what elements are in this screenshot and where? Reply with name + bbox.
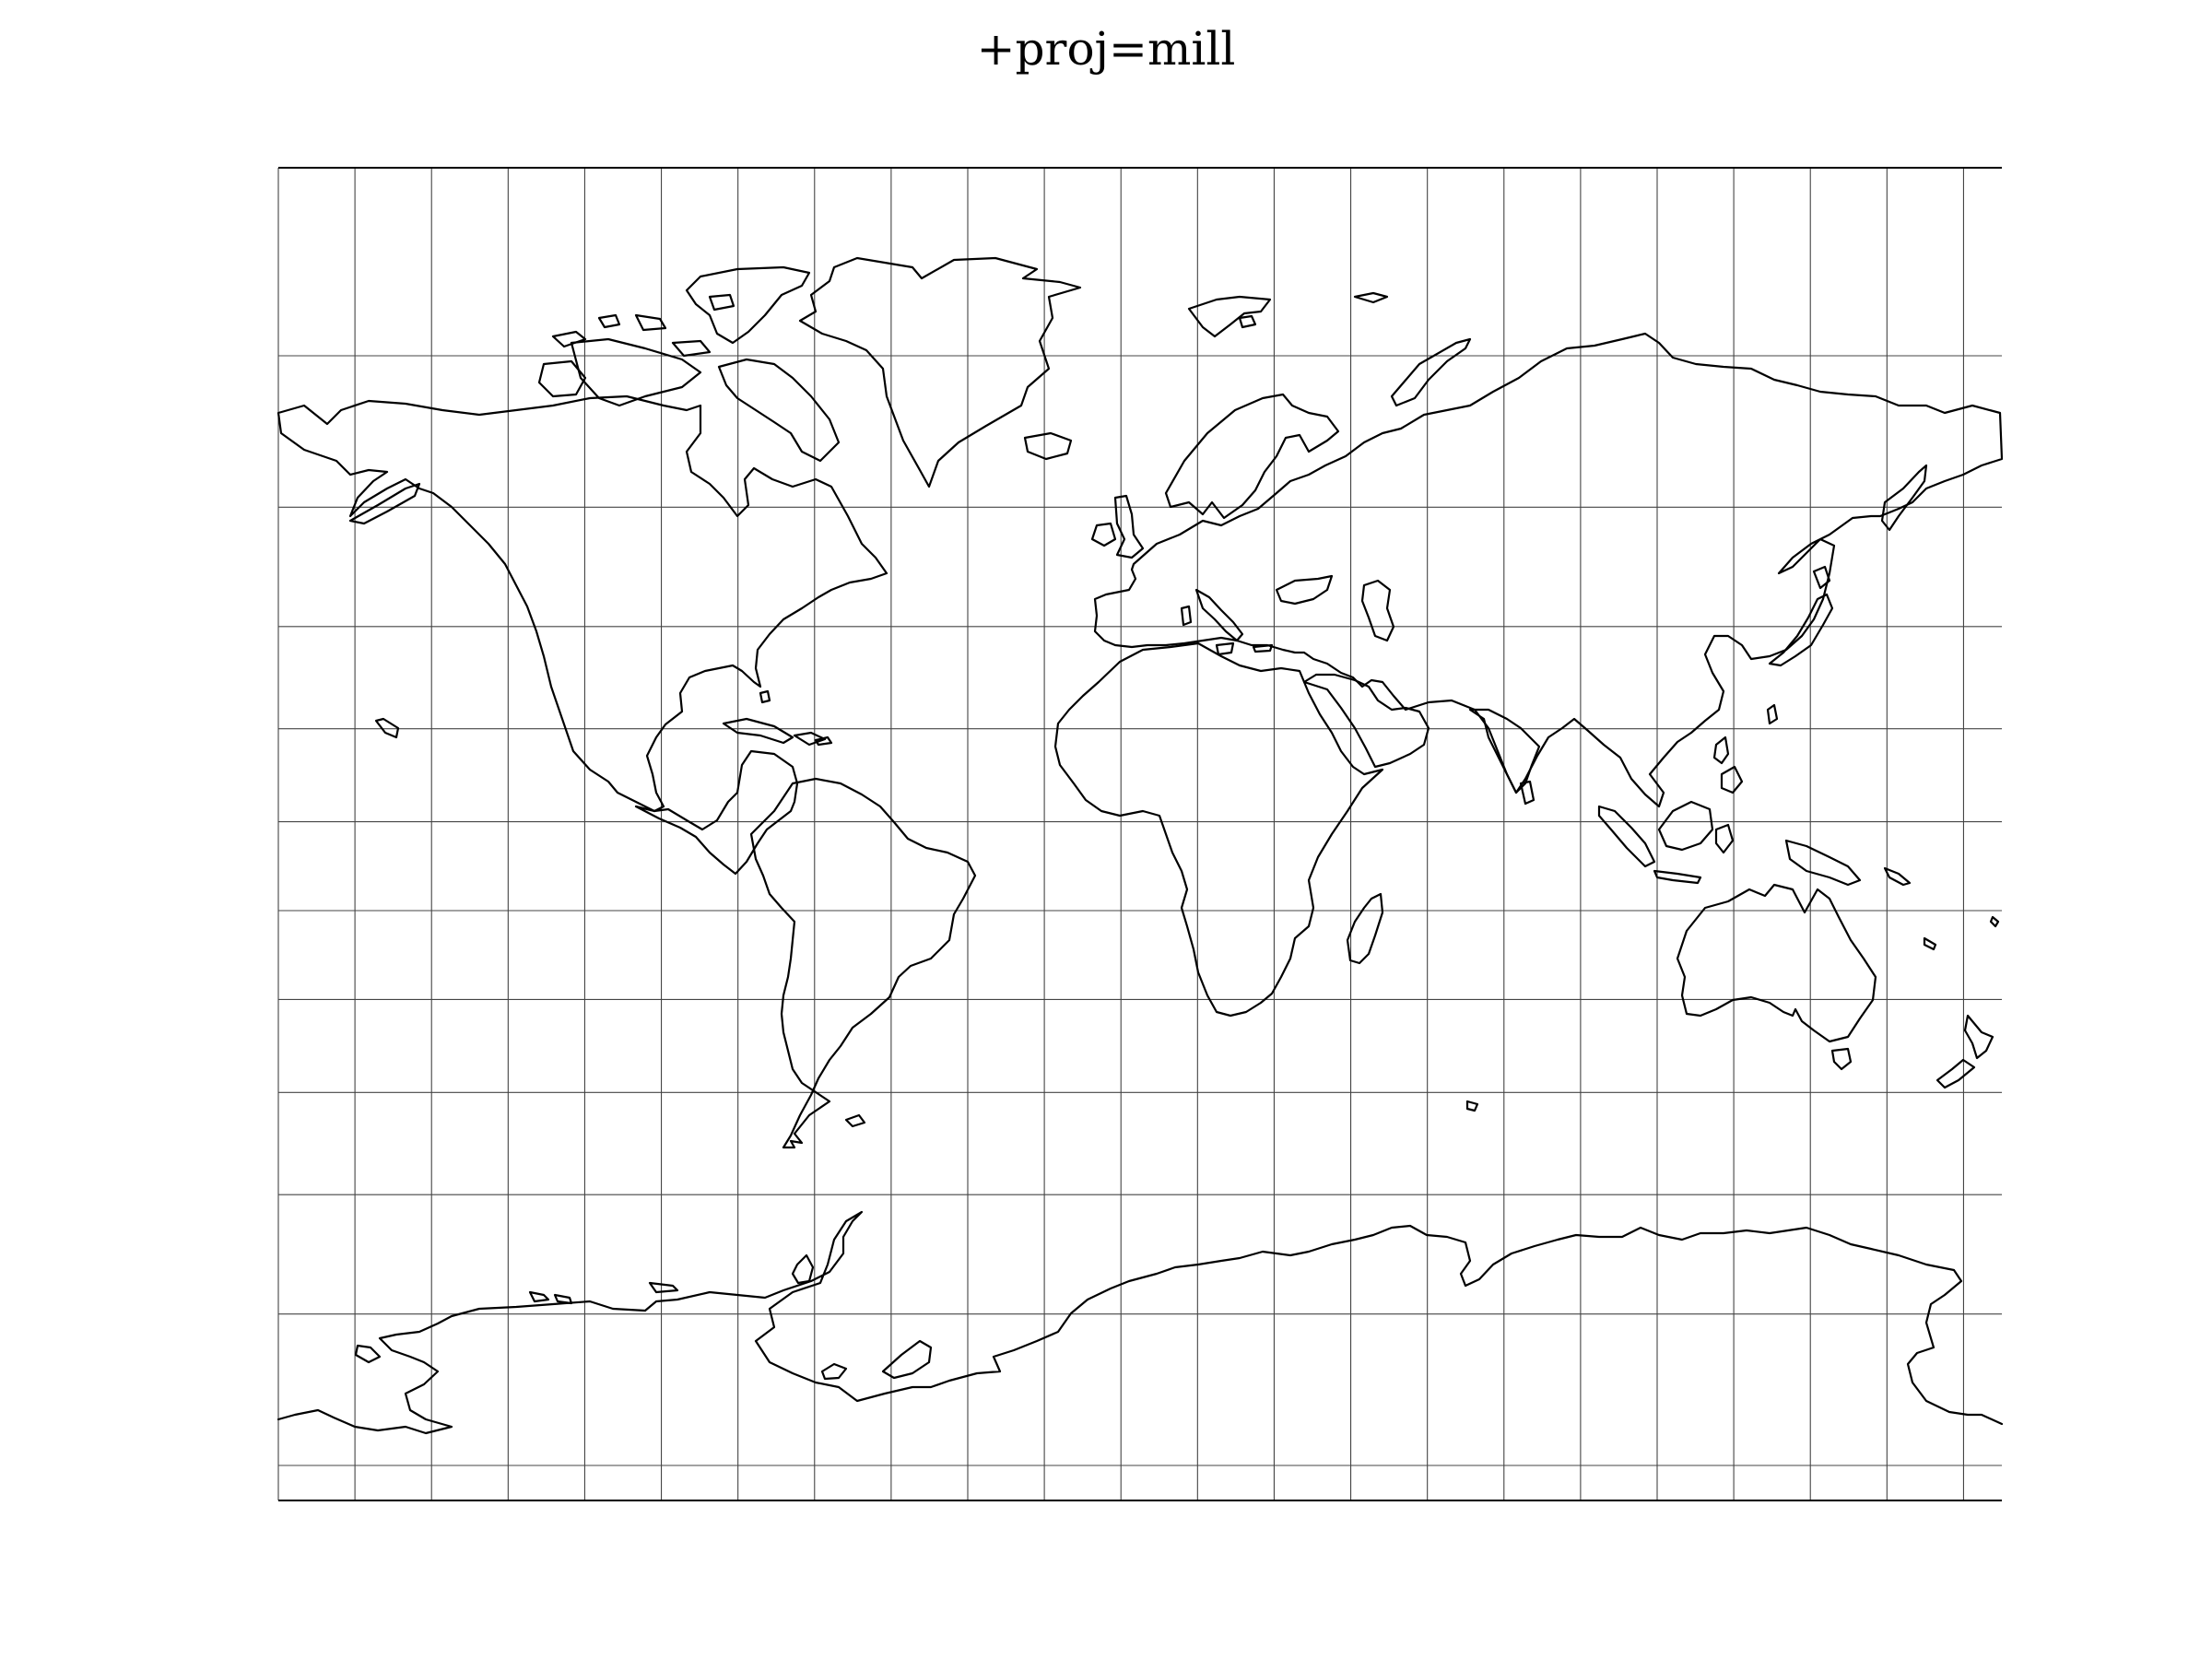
coastline-tasmania [1830,1047,1853,1071]
coastline-franz-josef-land [1353,291,1389,304]
coastline-arctic-islet-3 [671,339,712,358]
graticule-parallels [278,355,2002,1466]
coastline-fiji [1923,936,1937,951]
coastline-arctic-islet-4 [708,293,735,312]
coastline-philippines-luzon [1712,735,1730,765]
coastline-eurasia [1093,332,2004,808]
graticule-meridians [277,168,1964,1500]
coastline-svalbard-islet [1238,314,1257,329]
coastline-japan [1768,593,1834,667]
coastline-great-britain [1113,494,1145,559]
coastline-bahamas [759,689,771,704]
coastline-falklands [844,1113,866,1128]
coastline-banks-island [537,359,587,398]
coastline-ireland [1090,522,1117,547]
coastline-sulawesi [1714,823,1735,854]
coastline-antarctic-islet-1 [528,1290,550,1303]
coastline-cuba [722,717,794,745]
coastline-arabia [1302,673,1430,769]
coastline-victoria-island [570,337,702,407]
coastline-north-america [276,394,888,813]
coastline-antarctic-island-3 [820,1362,848,1381]
coastline-solomon-islands [1883,866,1912,887]
coastline-antarctic-islet-3 [648,1281,679,1294]
coastline-greenland [798,256,1082,488]
coastline-antarctica [276,1210,2004,1435]
coastline-svalbard [1187,295,1272,338]
coastline-ellesmere-island [685,265,811,345]
map-frame [278,167,2002,1501]
coastline-novaya-zemlya [1390,337,1472,407]
coastline-hawaii [374,717,400,739]
coastline-sardinia [1180,605,1193,627]
coastline-baffin-island [717,358,841,463]
coastline-pacific-islet [1989,915,2000,928]
coastline-arctic-islet-1 [551,330,587,348]
coastline-india [1468,708,1541,794]
coastline-caspian-sea [1360,579,1395,642]
coastline-italy [1194,588,1244,642]
coastline-iceland [1023,431,1073,461]
coastline-antarctic-island-2 [881,1339,933,1380]
coastlines [276,256,2004,1435]
coastline-taiwan [1766,703,1779,725]
coastline-black-sea [1275,574,1334,606]
coastline-new-zealand-south [1936,1058,1976,1089]
coastline-new-zealand-north [1963,1014,1994,1060]
coastline-puerto-rico [814,735,833,747]
coastline-philippines-mindanao [1720,765,1744,794]
coastline-hispaniola [793,731,827,747]
coastline-central-america [634,749,799,876]
coastline-antarctic-island-1 [791,1253,815,1285]
map-title: +proj=mill [976,22,1236,76]
coastline-new-guinea [1784,839,1862,887]
coastline-java [1653,869,1702,885]
coastline-alaska-peninsula [348,482,421,525]
coastline-antarctic-island-4 [354,1344,382,1364]
coastline-south-america [749,777,977,1149]
coastline-sumatra [1597,805,1656,868]
coastline-kerguelen [1465,1100,1479,1112]
coastline-crete [1252,643,1274,653]
coastline-arctic-islet-2 [634,313,667,332]
coastline-africa [1053,641,1384,1018]
coastline-antarctic-islet-2 [553,1293,573,1305]
coastline-scandinavia [1164,393,1340,520]
coastline-sri-lanka [1519,780,1535,806]
coastline-sicily [1215,641,1235,656]
coastline-borneo [1657,800,1714,852]
coastline-hokkaido [1812,565,1831,590]
coastline-madagascar [1346,892,1384,965]
coastline-kamchatka [1880,464,1928,532]
coastline-arctic-islet-5 [597,313,621,329]
coastline-australia [1676,883,1877,1043]
